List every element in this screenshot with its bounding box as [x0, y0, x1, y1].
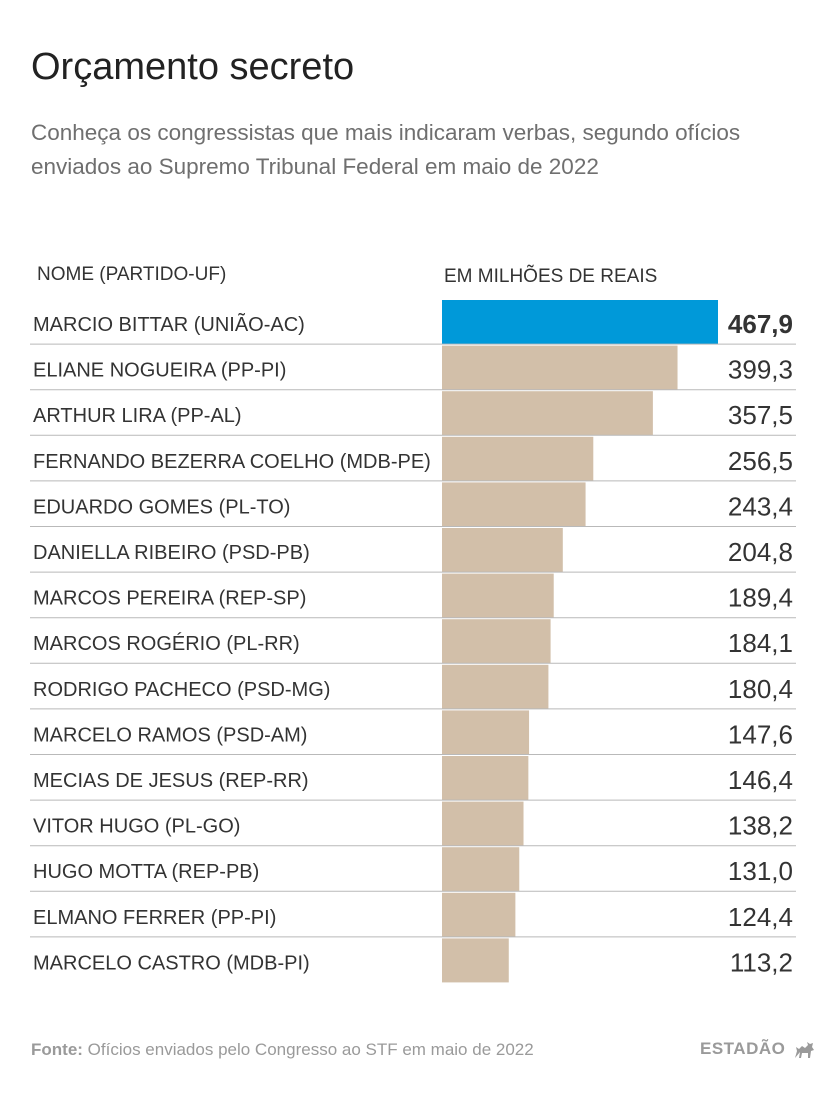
- bar-1: [442, 345, 678, 390]
- category-label: MARCELO CASTRO (MDB-PI): [33, 952, 310, 974]
- bar-11: [442, 801, 524, 846]
- category-label: MARCIO BITTAR (UNIÃO-AC): [33, 312, 305, 336]
- bar-3: [442, 436, 594, 481]
- value-label: 189,4: [728, 583, 793, 613]
- value-label: 113,2: [730, 947, 793, 977]
- bar-8: [442, 664, 549, 709]
- value-label: 124,4: [728, 902, 793, 932]
- bar-5: [442, 528, 563, 572]
- value-label: 180,4: [728, 674, 793, 704]
- value-column-header: EM MILHÕES DE REAIS: [444, 266, 658, 287]
- value-label: 146,4: [728, 765, 793, 795]
- source-label: Fonte:: [31, 1040, 83, 1059]
- category-label: MECIAS DE JESUS (REP-RR): [33, 770, 309, 792]
- bar-6: [442, 573, 554, 618]
- bar-9: [442, 710, 530, 755]
- value-label: 131,0: [728, 856, 793, 886]
- category-label: DANIELLA RIBEIRO (PSD-PB): [33, 542, 310, 564]
- value-label: 243,4: [728, 491, 793, 521]
- category-label: FERNANDO BEZERRA COELHO (MDB-PE): [33, 451, 431, 473]
- value-label: 204,8: [728, 537, 793, 567]
- category-label: EDUARDO GOMES (PL-TO): [33, 496, 290, 518]
- bar-2: [442, 391, 653, 436]
- bar-14: [442, 938, 509, 983]
- bar-0: [442, 300, 718, 344]
- category-label: HUGO MOTTA (REP-PB): [33, 861, 259, 883]
- value-label: 147,6: [728, 719, 793, 749]
- chart-subtitle: Conheça os congressistas que mais indica…: [31, 120, 741, 179]
- bar-chart: MARCIO BITTAR (UNIÃO-AC) 467,9 ELIANE NOGU…: [30, 300, 796, 983]
- brand-name: ESTADÃO: [700, 1039, 786, 1058]
- value-label: 467,9: [728, 309, 793, 339]
- bar-7: [442, 619, 551, 664]
- category-label: ELMANO FERRER (PP-PI): [33, 907, 276, 929]
- value-label: 357,5: [728, 400, 793, 430]
- value-label: 138,2: [728, 811, 793, 841]
- category-label: ELIANE NOGUEIRA (PP-PI): [33, 360, 286, 382]
- source-note: Fonte: Ofícios enviados pelo Congresso a…: [31, 1040, 534, 1060]
- value-label: 399,3: [728, 355, 793, 385]
- category-label: MARCOS ROGÉRIO (PL-RR): [33, 632, 300, 655]
- bar-12: [442, 847, 520, 892]
- value-label: 256,5: [728, 446, 793, 476]
- category-label: RODRIGO PACHECO (PSD-MG): [33, 679, 330, 701]
- estadao-logo: ESTADÃO: [700, 1039, 815, 1059]
- category-label: MARCOS PEREIRA (REP-SP): [33, 588, 306, 610]
- horse-rider-icon: [794, 1041, 814, 1058]
- source-text: Ofícios enviados pelo Congresso ao STF e…: [87, 1040, 534, 1059]
- category-label: VITOR HUGO (PL-GO): [33, 816, 240, 838]
- category-label: ARTHUR LIRA (PP-AL): [33, 405, 242, 427]
- name-column-header: NOME (PARTIDO-UF): [37, 264, 227, 285]
- bar-4: [442, 482, 586, 527]
- bar-13: [442, 892, 516, 937]
- bar-10: [442, 756, 529, 800]
- value-label: 184,1: [728, 628, 793, 658]
- category-label: MARCELO RAMOS (PSD-AM): [33, 724, 307, 746]
- chart-title: Orçamento secreto: [31, 46, 355, 88]
